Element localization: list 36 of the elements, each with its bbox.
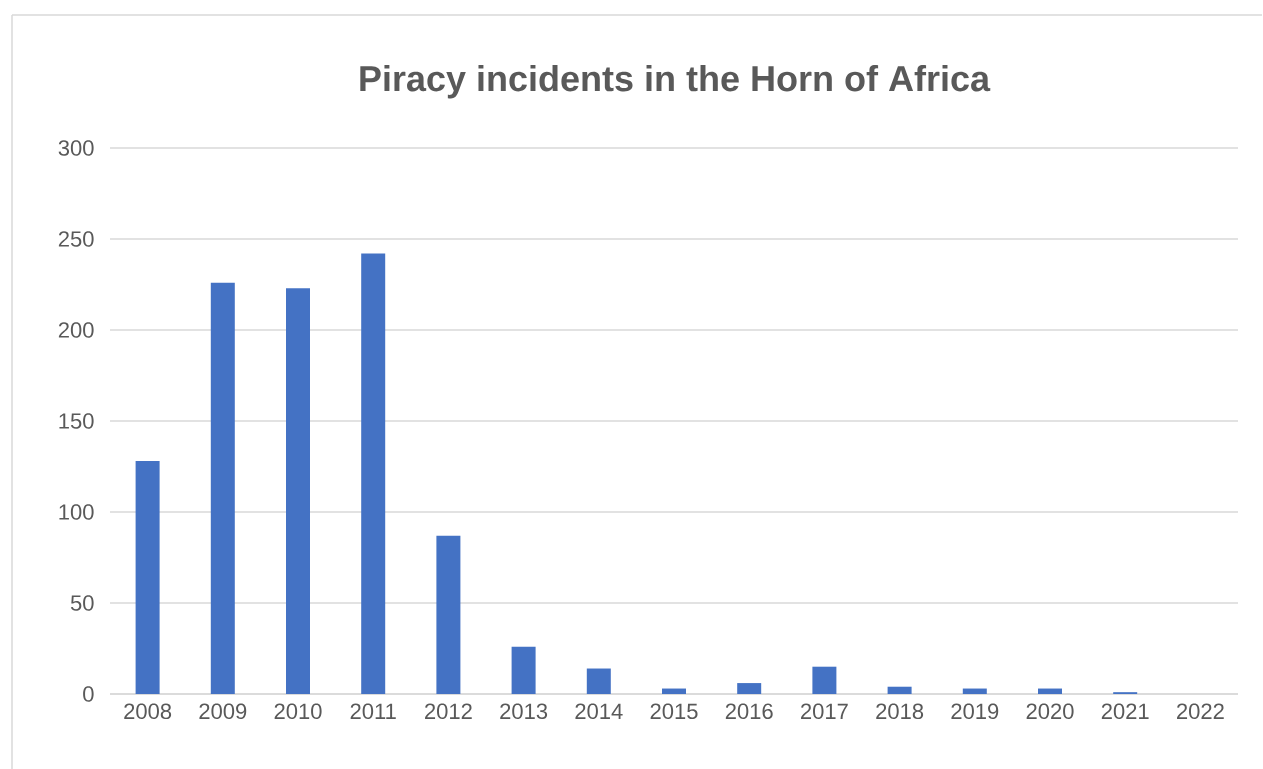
bar (1038, 688, 1062, 694)
bar (210, 282, 235, 694)
chart-title: Piracy incidents in the Horn of Africa (360, 64, 991, 99)
bar (962, 688, 987, 694)
x-tick-label: 2010 (274, 703, 322, 720)
bar (361, 253, 386, 694)
x-tick-label: 2016 (725, 703, 773, 720)
y-tick-label: 100 (59, 504, 94, 520)
x-tick-label: 2008 (124, 703, 172, 720)
x-tick-label: 2009 (199, 703, 247, 720)
bar (436, 535, 461, 694)
x-tick-label: 2022 (1177, 703, 1224, 720)
x-tick-label: 2012 (425, 703, 472, 720)
x-tick-label: 2014 (575, 703, 623, 720)
bar (586, 668, 611, 694)
bar (286, 288, 310, 694)
y-tick-label: 250 (58, 231, 94, 247)
y-tick-label: 50 (70, 595, 94, 611)
y-tick-label: 200 (58, 322, 94, 338)
x-tick-label: 2011 (350, 703, 396, 720)
bar (135, 461, 160, 694)
y-tick-label: 0 (83, 686, 94, 702)
x-tick-label: 2019 (951, 703, 999, 720)
bar (662, 688, 686, 694)
x-tick-label: 2017 (801, 703, 848, 720)
bar (737, 683, 762, 694)
x-tick-label: 2018 (876, 703, 924, 720)
bar (511, 646, 536, 694)
y-tick-label: 150 (59, 413, 94, 429)
x-tick-label: 2015 (650, 703, 698, 720)
x-tick-label: 2013 (500, 703, 548, 720)
y-tick-label: 300 (58, 140, 94, 156)
x-tick-label: 2021 (1101, 703, 1149, 720)
bar (887, 686, 912, 694)
x-tick-label: 2020 (1026, 703, 1074, 720)
bar (812, 666, 837, 694)
